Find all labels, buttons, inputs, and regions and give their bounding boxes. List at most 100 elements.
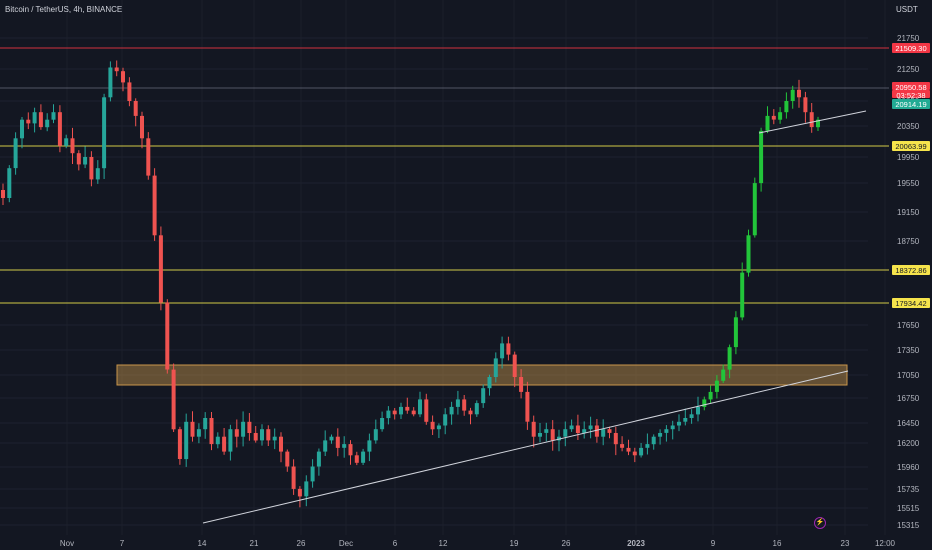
price-tick-label: 15315: [897, 521, 920, 530]
candle-body: [784, 101, 789, 113]
candle-body: [316, 451, 321, 467]
candle-body: [51, 112, 56, 120]
price-tag-bg: [892, 298, 930, 308]
candle-body: [626, 447, 631, 452]
time-tick-label: 19: [510, 539, 519, 548]
candle-body: [146, 138, 151, 176]
candle-body: [658, 433, 663, 437]
time-tick-label: 2023: [627, 539, 645, 548]
candle-body: [531, 421, 536, 437]
candle-body: [809, 112, 814, 128]
candle-body: [70, 138, 75, 154]
price-tick-label: 20350: [897, 122, 920, 131]
candle-body: [253, 433, 258, 441]
candle-body: [13, 138, 18, 169]
time-tick-label: 23: [841, 539, 850, 548]
candle-body: [721, 369, 726, 381]
candle-body: [752, 183, 757, 236]
price-tag-label: 20950.58: [895, 83, 926, 92]
candle-body: [228, 429, 233, 452]
price-tick-label: 16750: [897, 394, 920, 403]
candle-body: [133, 101, 138, 116]
candle-body: [550, 429, 555, 441]
candle-body: [1, 190, 5, 198]
price-tag-label: 17934.42: [895, 299, 926, 308]
price-tag-bg: [892, 265, 930, 275]
candle-body: [740, 272, 745, 318]
candle-body: [57, 112, 62, 146]
candle-body: [7, 168, 12, 198]
candle-body: [279, 436, 283, 452]
candle-body: [588, 425, 593, 430]
candle-body: [361, 451, 366, 463]
price-tick-label: 17350: [897, 346, 920, 355]
candle-body: [759, 130, 764, 184]
time-tick-label: 26: [297, 539, 306, 548]
candle-body: [392, 410, 397, 415]
candle-body: [594, 425, 599, 437]
time-tick-label: 7: [120, 539, 125, 548]
candle-body: [664, 429, 669, 433]
candle-body: [677, 421, 681, 426]
candle-body: [632, 451, 637, 456]
candle-body: [196, 429, 201, 437]
candle-body: [538, 433, 542, 437]
candle-body: [83, 157, 88, 165]
candle-body: [342, 444, 347, 448]
candle-body: [297, 488, 302, 497]
candle-body: [487, 377, 492, 389]
candle-body: [790, 89, 795, 101]
candle-body: [266, 429, 271, 441]
trendlines: [202, 110, 867, 524]
candle-body: [411, 410, 416, 415]
candle-body: [430, 421, 435, 430]
price-tick-label: 15515: [897, 504, 920, 513]
candle-body: [816, 119, 820, 128]
candle-body: [696, 406, 700, 415]
price-tag-label: 03:52:38: [896, 91, 925, 100]
candle-body: [639, 447, 644, 456]
candle-body: [121, 71, 125, 83]
candle-body: [651, 436, 656, 445]
time-tick-label: Nov: [60, 539, 74, 548]
candle-body: [234, 429, 239, 437]
candle-body: [474, 403, 479, 415]
candle-body: [323, 440, 328, 452]
candle-body: [683, 418, 688, 422]
candle-body: [108, 67, 113, 98]
candle-body: [310, 466, 315, 482]
candle-body: [272, 436, 277, 441]
candle-body: [733, 317, 738, 348]
candle-body: [348, 444, 353, 456]
candle-body: [481, 388, 486, 404]
price-tag-bg: [892, 99, 930, 109]
time-axis[interactable]: Nov 7 14 21 26 Dec 6 12 19 26 2023 9 16 23 12:00: [60, 539, 896, 548]
price-tick-label: 21750: [897, 34, 920, 43]
candle-body: [455, 399, 460, 407]
lightning-icon[interactable]: ⚡: [814, 517, 826, 529]
candle-body: [76, 153, 81, 165]
candle-body: [607, 429, 612, 433]
candle-body: [64, 138, 69, 146]
candle-body: [436, 425, 441, 430]
candle-body: [304, 481, 309, 497]
candle-body: [152, 175, 157, 236]
candle-body: [184, 421, 189, 460]
candle-body: [689, 414, 694, 418]
candle-body: [449, 406, 454, 415]
candle-body: [140, 115, 144, 139]
price-tick-label: 19150: [897, 208, 920, 217]
price-tag-bg: [892, 90, 930, 98]
time-tick-label: Dec: [339, 539, 353, 548]
price-tick-label: 16200: [897, 439, 920, 448]
candle-body: [114, 67, 119, 72]
trendline-short: [758, 110, 867, 134]
currency-label: USDT: [896, 5, 918, 14]
candle-body: [803, 97, 808, 113]
price-tag-label: 20914.19: [895, 100, 926, 109]
candle-body: [373, 429, 378, 441]
candle-body: [771, 115, 776, 120]
candle-body: [190, 421, 195, 437]
